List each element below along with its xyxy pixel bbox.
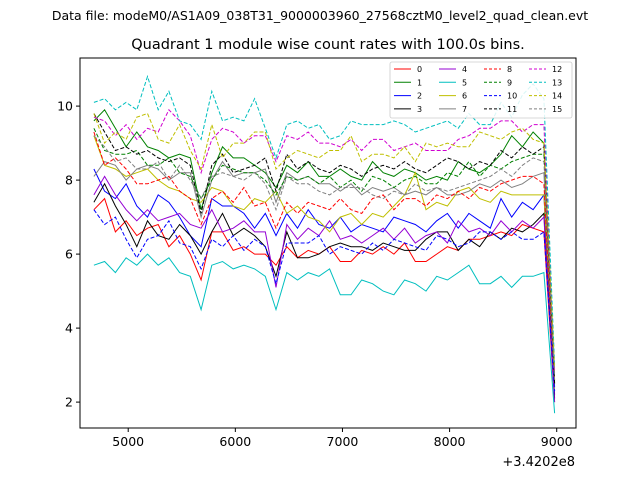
x-tick-label: 7000 <box>327 434 359 449</box>
legend-label-0: 0 <box>417 65 422 74</box>
legend-label-3: 3 <box>417 105 422 114</box>
chart-title: Quadrant 1 module wise count rates with … <box>131 37 525 53</box>
series-line-12 <box>93 108 556 373</box>
series-line-6 <box>93 135 556 380</box>
legend-label-4: 4 <box>462 65 467 74</box>
series-line-9 <box>93 128 556 377</box>
x-tick-label: 5000 <box>112 434 144 449</box>
legend-label-11: 11 <box>507 105 517 114</box>
legend-label-14: 14 <box>552 92 562 101</box>
axes-frame <box>79 57 577 429</box>
series-line-4 <box>93 175 556 403</box>
series-line-3 <box>93 182 556 399</box>
y-tick-label: 8 <box>65 173 73 188</box>
ticks-layer: 5000 6000 7000 8000 9000 2 4 6 8 10 <box>57 99 573 449</box>
series-line-8 <box>93 131 556 384</box>
series-line-7 <box>93 160 556 392</box>
legend-label-15: 15 <box>552 105 562 114</box>
x-tick-label: 9000 <box>541 434 573 449</box>
figure-suptitle: Data file: modeM0/AS1A09_038T31_90000039… <box>52 8 588 23</box>
x-tick-label: 8000 <box>434 434 466 449</box>
legend-label-7: 7 <box>462 105 467 114</box>
legend-label-13: 13 <box>552 78 562 87</box>
legend-label-1: 1 <box>417 78 422 87</box>
series-line-15 <box>93 135 556 380</box>
y-tick-label: 6 <box>65 247 73 262</box>
legend-frame <box>389 61 573 119</box>
legend-label-10: 10 <box>507 92 517 101</box>
legend-label-8: 8 <box>507 65 512 74</box>
legend-label-9: 9 <box>507 78 512 87</box>
y-tick-label: 2 <box>65 395 73 410</box>
series-line-13 <box>93 74 556 366</box>
legend-label-6: 6 <box>462 92 467 101</box>
x-tick-label: 6000 <box>219 434 251 449</box>
legend-label-2: 2 <box>417 92 422 101</box>
legend-label-12: 12 <box>552 65 562 74</box>
legend-label-5: 5 <box>462 78 467 87</box>
series-line-14 <box>93 112 556 369</box>
y-tick-label: 10 <box>57 99 73 114</box>
y-tick-label: 4 <box>65 321 73 336</box>
series-line-1 <box>93 108 556 388</box>
series-line-5 <box>93 253 556 414</box>
x-offset-label: +3.4202e8 <box>502 455 575 470</box>
series-line-11 <box>93 113 556 384</box>
series-layer <box>93 74 556 414</box>
series-line-10 <box>93 209 556 392</box>
